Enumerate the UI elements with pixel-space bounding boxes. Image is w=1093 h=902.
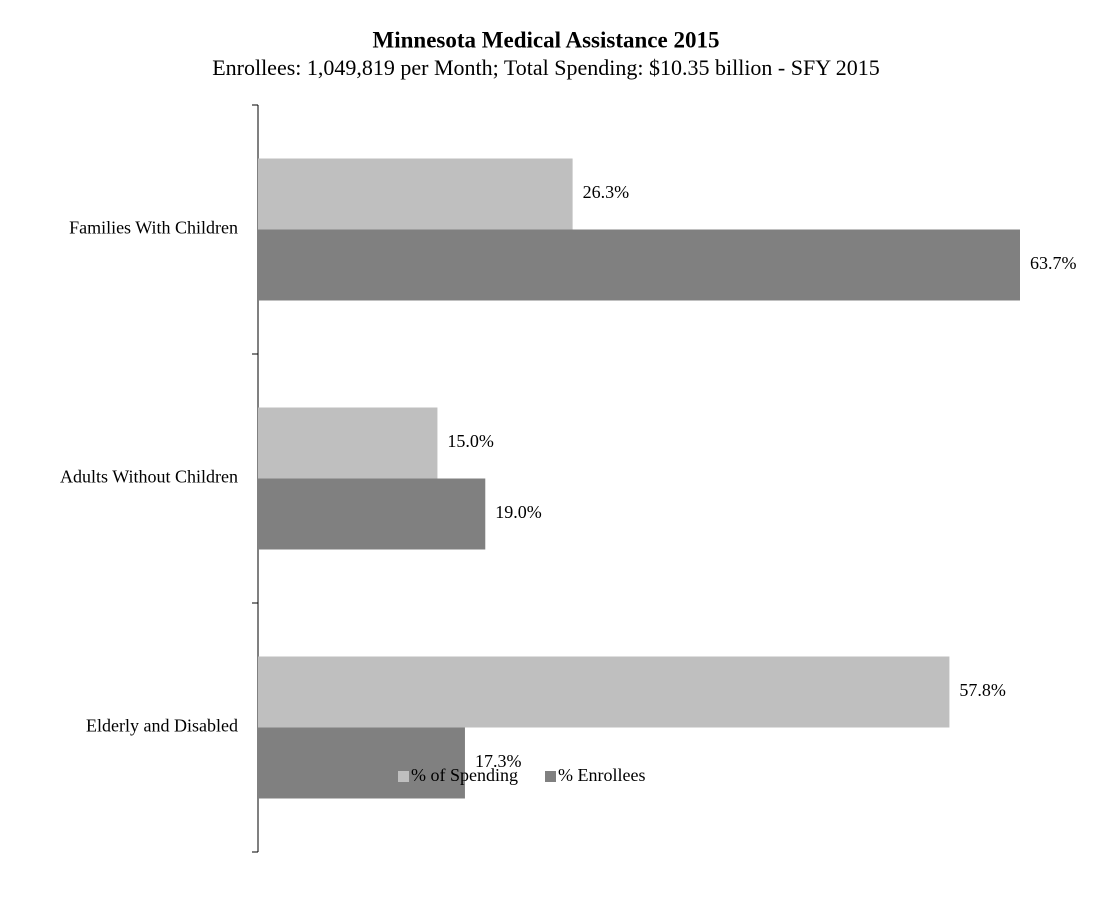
bar: [258, 407, 438, 479]
legend-label: % Enrollees: [558, 765, 645, 785]
data-label: 19.0%: [495, 502, 542, 522]
data-label: 26.3%: [583, 182, 630, 202]
legend-swatch: [398, 771, 409, 782]
bar: [258, 727, 465, 799]
bar: [258, 656, 950, 728]
y-tick-label: Elderly and Disabled: [86, 716, 238, 736]
bar: [258, 229, 1020, 301]
bar: [258, 158, 573, 230]
y-tick-label: Adults Without Children: [60, 467, 238, 487]
chart-title: Minnesota Medical Assistance 2015: [373, 27, 720, 52]
legend-label: % of Spending: [411, 765, 518, 785]
legend-swatch: [545, 771, 556, 782]
data-label: 17.3%: [475, 751, 522, 771]
data-label: 57.8%: [959, 680, 1006, 700]
bar: [258, 478, 486, 550]
chart-subtitle: Enrollees: 1,049,819 per Month; Total Sp…: [212, 55, 880, 80]
y-tick-label: Families With Children: [69, 218, 238, 238]
data-label: 15.0%: [447, 431, 494, 451]
data-label: 63.7%: [1030, 253, 1077, 273]
